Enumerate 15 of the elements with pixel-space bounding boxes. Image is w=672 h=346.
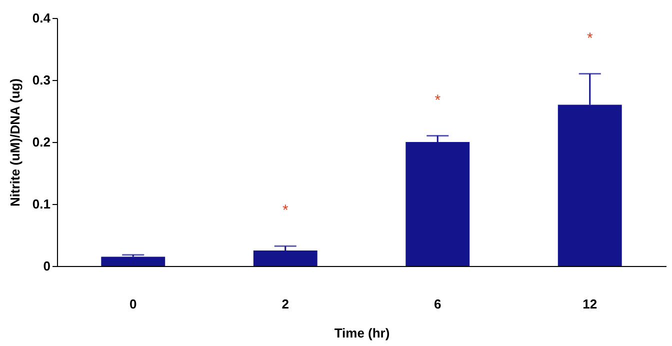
x-axis-title: Time (hr) [334,326,390,340]
y-axis-title: Nitrite (uM)/DNA (ug) [7,78,22,207]
annotation: * [434,92,441,109]
y-tick-label: 0.1 [32,196,50,212]
x-tick-label: 0 [130,296,137,312]
annotation: * [282,202,288,220]
x-tick-label: 6 [434,296,442,312]
y-tick-label: 0.2 [32,134,50,150]
y-tick-label: 0.3 [32,72,50,88]
bar [253,250,318,266]
x-tick-label: 2 [282,296,289,312]
y-tick-label: 0 [43,258,50,274]
annotation: * [586,30,593,47]
x-tick-label: 12 [582,296,598,312]
y-tick-label: 0.4 [32,10,52,26]
